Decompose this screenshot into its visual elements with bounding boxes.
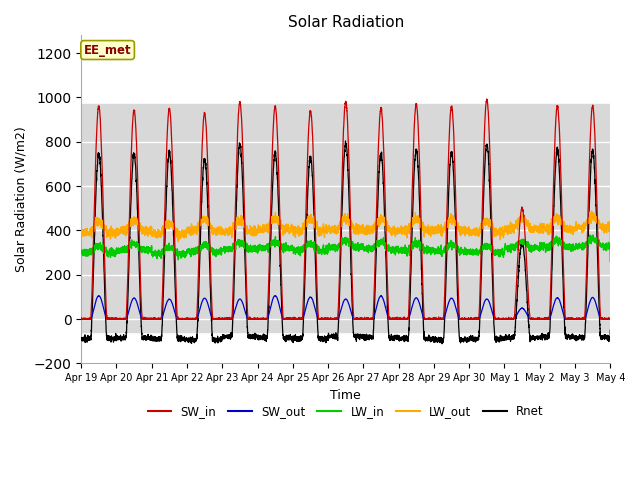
Title: Solar Radiation: Solar Radiation bbox=[287, 15, 404, 30]
Legend: SW_in, SW_out, LW_in, LW_out, Rnet: SW_in, SW_out, LW_in, LW_out, Rnet bbox=[143, 401, 548, 423]
Y-axis label: Solar Radiation (W/m2): Solar Radiation (W/m2) bbox=[15, 127, 28, 272]
Text: EE_met: EE_met bbox=[84, 44, 131, 57]
Bar bbox=[81, 104, 611, 332]
X-axis label: Time: Time bbox=[330, 389, 361, 402]
